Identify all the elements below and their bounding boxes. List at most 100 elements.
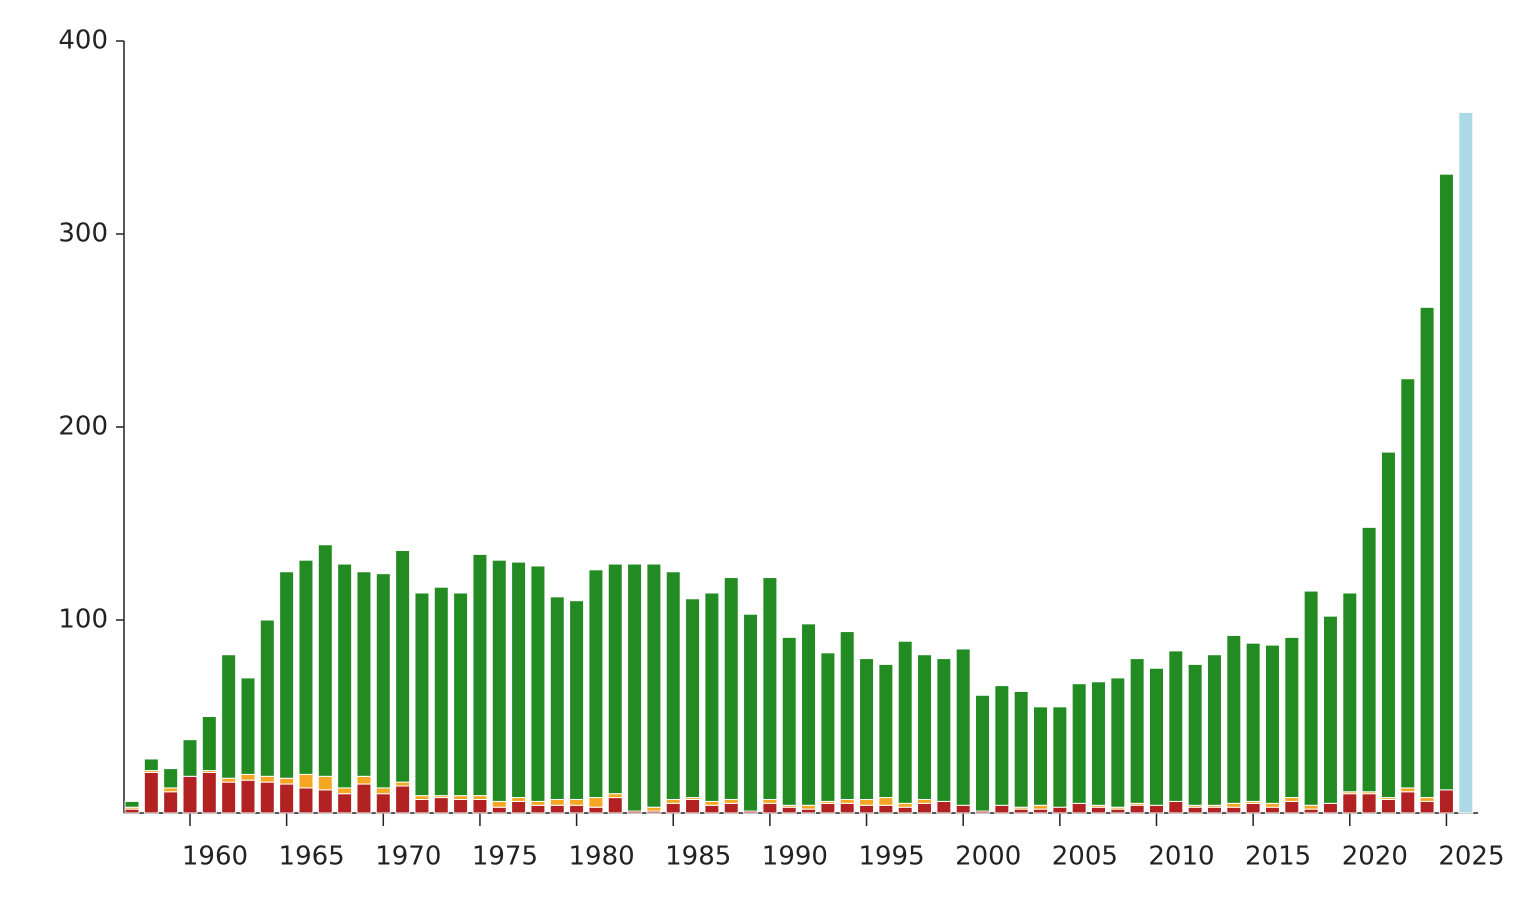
bar-segment (279, 571, 295, 779)
bar-segment (1033, 808, 1049, 814)
bar-segment (317, 789, 333, 814)
bar-segment (530, 804, 546, 814)
bar-segment (433, 797, 449, 814)
bar-segment (453, 795, 469, 800)
bar-segment (511, 800, 527, 814)
bar-segment (685, 798, 701, 814)
bar-segment (1052, 706, 1068, 808)
x-tick-label: 2010 (1148, 842, 1214, 872)
bar-segment (298, 787, 314, 814)
bar-segment (994, 685, 1010, 806)
bar-segment (588, 569, 604, 799)
bar-segment (1303, 808, 1319, 814)
bar-segment (1110, 808, 1126, 814)
bar-segment (781, 806, 797, 814)
bar-segment (839, 798, 855, 804)
x-tick-label: 1980 (569, 842, 635, 872)
bar-segment (298, 773, 314, 789)
bar-segment (1322, 802, 1338, 814)
bar-segment (221, 654, 237, 779)
bar-segment (1148, 667, 1164, 806)
bar-segment (723, 802, 739, 814)
bar-segment (472, 553, 488, 797)
bar-segment (1187, 663, 1203, 806)
bar-segment (1052, 806, 1068, 814)
bar-segment (646, 563, 662, 808)
x-tick-label: 2005 (1052, 842, 1118, 872)
bar-segment (1091, 681, 1106, 806)
bar-segment (588, 806, 604, 814)
bar-segment (1284, 800, 1300, 814)
bar-segment (1458, 111, 1474, 814)
bar-segment (975, 694, 991, 812)
bar-segment (607, 797, 623, 814)
bar-segment (665, 798, 681, 804)
bar-segment (1264, 806, 1280, 814)
bar-segment (569, 804, 585, 814)
bar-segment (221, 781, 237, 814)
bar-segment (762, 798, 778, 804)
bar-segment (433, 586, 449, 797)
bar-segment (143, 771, 159, 814)
bar-segment (414, 798, 430, 814)
x-tick-label: 1995 (858, 842, 924, 872)
bar-segment (1361, 793, 1377, 814)
x-tick-label: 2020 (1342, 842, 1408, 872)
bar-segment (279, 783, 295, 814)
y-tick-label: 100 (58, 605, 108, 635)
bar-segment (1226, 802, 1242, 808)
bar-segment (1110, 677, 1126, 808)
bar-segment (878, 663, 894, 799)
bar-segment (298, 559, 314, 775)
bar-segment (163, 787, 179, 793)
bar-segment (859, 804, 875, 814)
bar-segment (743, 613, 759, 812)
bar-segment (839, 802, 855, 814)
bar-segment (646, 806, 662, 812)
bar-segment (356, 775, 372, 785)
bar-segment (240, 677, 256, 775)
bar-segment (472, 795, 488, 800)
x-tick-label: 1960 (182, 842, 248, 872)
bar-segment (820, 652, 836, 802)
bar-segment (1013, 690, 1029, 808)
bar-segment (549, 798, 565, 806)
x-tick-label: 1985 (665, 842, 731, 872)
bar-segment (511, 797, 527, 802)
bar-segment (317, 544, 333, 777)
bar-segment (1322, 615, 1338, 804)
bar-segment (859, 658, 875, 800)
x-tick-label: 1965 (279, 842, 345, 872)
bar-segment (1091, 806, 1106, 814)
bar-segment (781, 636, 797, 806)
bar-segment (1264, 802, 1280, 808)
bar-segment (762, 802, 778, 814)
bar-segment (472, 798, 488, 814)
x-tick-label: 2000 (955, 842, 1021, 872)
bar-segment (491, 800, 507, 808)
bar-segment (897, 802, 913, 808)
bar-segment (259, 619, 275, 777)
bar-segment (569, 600, 585, 800)
bar-segment (704, 800, 720, 806)
bar-segment (665, 571, 681, 800)
bar-segment (1400, 791, 1416, 814)
bar-segment (917, 654, 933, 800)
bar-segment (317, 775, 333, 791)
bar-segment (1013, 808, 1029, 814)
bar-segment (1168, 650, 1184, 802)
bar-segment (1168, 800, 1184, 814)
bar-segment (530, 800, 546, 806)
bar-segment (1284, 797, 1300, 802)
bar-segment (1380, 798, 1396, 814)
bar-segment (511, 561, 527, 799)
bar-segment (1342, 592, 1358, 793)
bar-segment (1206, 654, 1222, 806)
bar-segment (1303, 804, 1319, 810)
bar-segment (1129, 804, 1145, 814)
bar-segment (704, 592, 720, 802)
bar-segment (549, 804, 565, 814)
bar-segment (801, 804, 817, 810)
